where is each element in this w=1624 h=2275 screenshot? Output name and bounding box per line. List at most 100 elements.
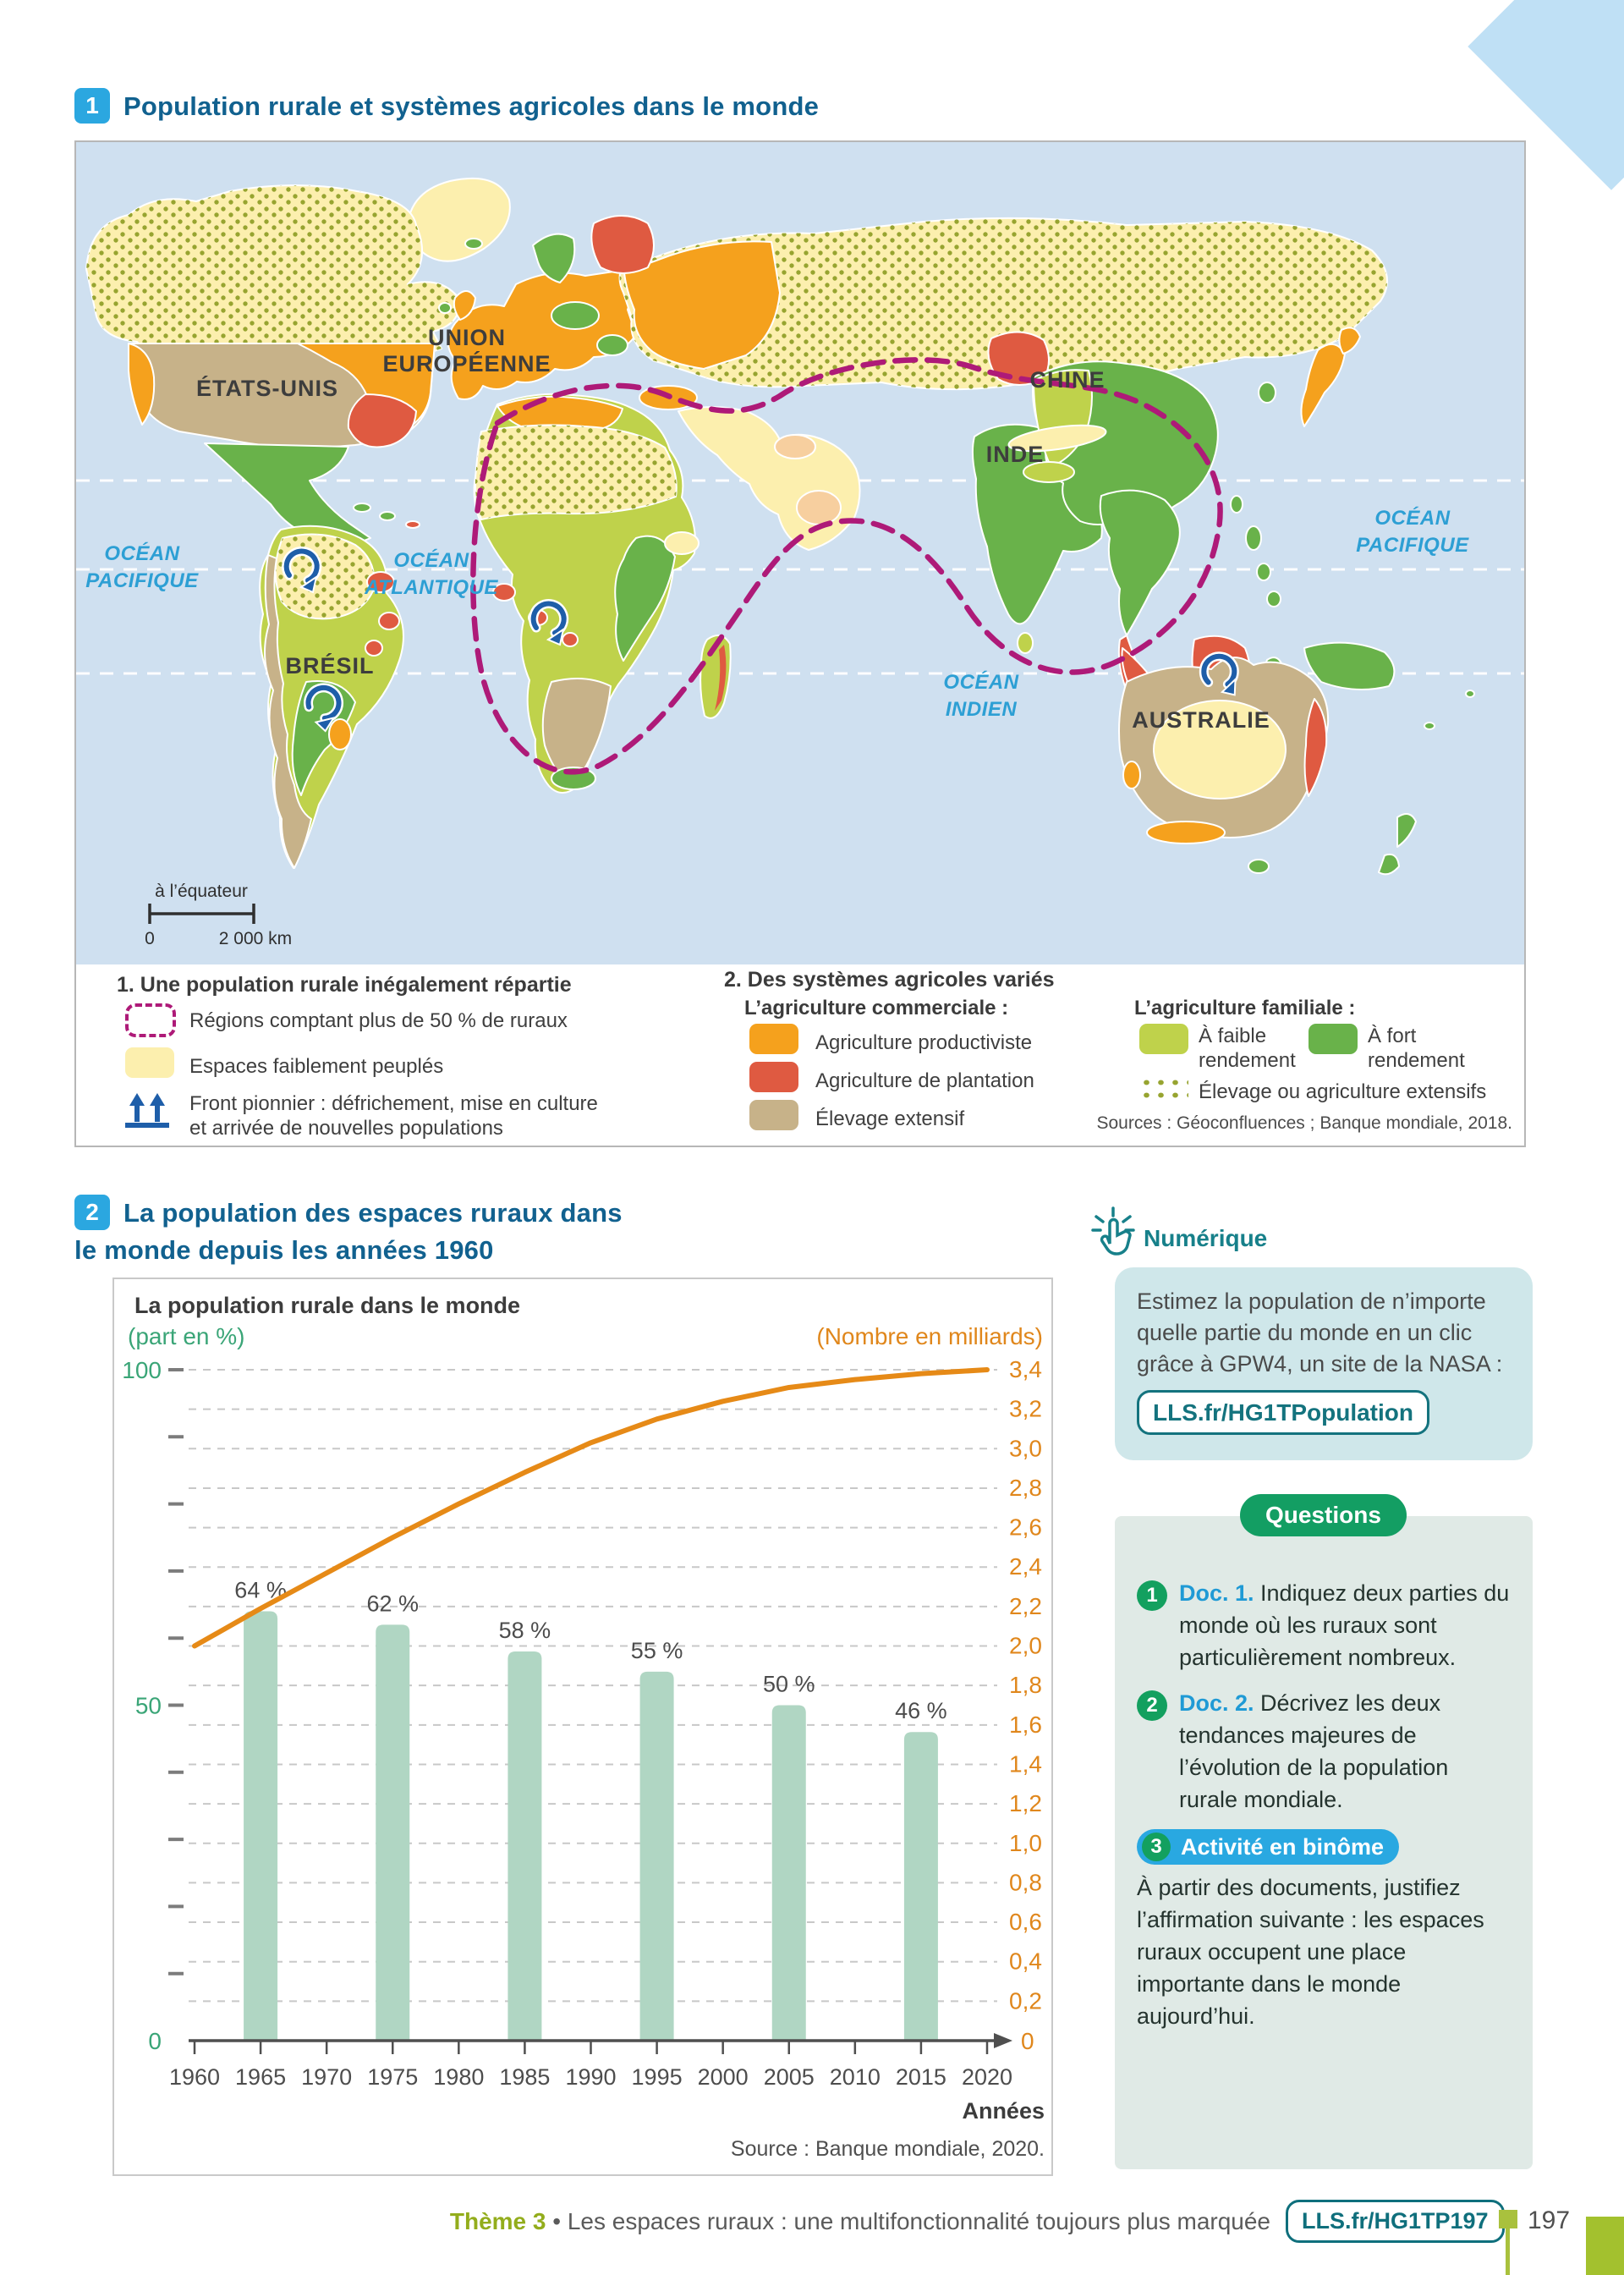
legend-item-productiviste: Agriculture productiviste (815, 1031, 1033, 1054)
map-label-pacifique-ouest: PACIFIQUE (85, 569, 199, 592)
map-rural-majority-outline (470, 357, 1223, 775)
legend-fort-line1: À fort (1368, 1025, 1417, 1047)
question-2-number: 2 (1137, 1690, 1167, 1721)
x-tick-1975: 1975 (367, 2064, 418, 2090)
map-scale-bar (148, 904, 255, 924)
svg-text:3,2: 3,2 (1009, 1396, 1042, 1422)
footer-separator: • (546, 2208, 568, 2234)
legend-faible-line2: rendement (1199, 1049, 1296, 1072)
map-region-southeast-asia (1099, 489, 1181, 636)
map-scale-distance: 2 000 km (219, 929, 292, 948)
legend-col2-subtitle: L’agriculture commerciale : (744, 997, 1009, 1019)
doc2-badge-number: 2 (85, 1199, 99, 1225)
x-tick-2005: 2005 (764, 2064, 815, 2090)
population-chart: 0,2 0,4 0,6 0,8 1,0 1,2 1,4 1,6 1,8 2,0 2,2 2,4 2,6 2… (122, 1356, 1045, 2161)
map-landmasses (85, 177, 1475, 876)
legend-item-elevage-extensif: Élevage extensif (815, 1107, 965, 1130)
footer-link-button[interactable]: LLS.fr/HG1TP197 (1286, 2200, 1505, 2243)
bar-label-1985: 58 % (499, 1618, 551, 1643)
svg-text:0,2: 0,2 (1009, 1987, 1042, 2014)
world-map-figure: ÉTATS-UNIS UNION EUROPÉENNE CHINE INDE B… (74, 140, 1526, 1147)
legend-item-fort-rendement: À fort rendement (1368, 1024, 1465, 1073)
svg-text:0,8: 0,8 (1009, 1869, 1042, 1895)
doc1-title: Population rurale et systèmes agricoles … (123, 91, 820, 121)
bar-label-2015: 46 % (895, 1698, 947, 1723)
rural-population-line (192, 1367, 990, 1649)
map-label-atlantique: ATLANTIQUE (364, 576, 498, 599)
doc2-title-line2: le monde depuis les années 1960 (74, 1235, 494, 1265)
x-axis-title: Années (962, 2098, 1045, 2124)
legend-swatch-rural-region (125, 1003, 176, 1037)
legend-swatch-faible-rendement (1139, 1024, 1188, 1054)
page-edge-tab (1586, 2217, 1624, 2275)
numerique-link-button[interactable]: LLS.fr/HG1TPopulation (1137, 1390, 1429, 1435)
bar-label-1975: 62 % (366, 1591, 419, 1616)
map-label-europeenne: EUROPÉENNE (382, 350, 551, 376)
svg-text:3,4: 3,4 (1009, 1356, 1042, 1382)
question-2-text: Doc. 2. Décrivez les deux tendances maje… (1179, 1687, 1511, 1816)
legend-item-plantation: Agriculture de plantation (815, 1069, 1034, 1092)
map-label-ocean-pacifique-ouest: OCÉAN (104, 541, 179, 565)
question-1-number: 1 (1137, 1580, 1167, 1611)
svg-text:0,4: 0,4 (1009, 1948, 1042, 1975)
x-tick-1990: 1990 (565, 2064, 616, 2090)
legend-item-front-pionnier-line2: et arrivée de nouvelles populations (189, 1117, 503, 1140)
legend-fort-line2: rendement (1368, 1049, 1465, 1072)
svg-text:1,8: 1,8 (1009, 1672, 1042, 1698)
question-2: 2 Doc. 2. Décrivez les deux tendances ma… (1137, 1687, 1511, 1816)
x-tick-1995: 1995 (632, 2064, 683, 2090)
world-map: ÉTATS-UNIS UNION EUROPÉENNE CHINE INDE B… (76, 142, 1524, 964)
doc2-badge: 2 (74, 1195, 110, 1230)
chart-right-axis-caption: (Nombre en milliards) (816, 1323, 1043, 1349)
svg-text:1,0: 1,0 (1009, 1830, 1042, 1856)
map-scale-caption: à l’équateur (155, 882, 248, 901)
numerique-box: Estimez la population de n’importe quell… (1115, 1267, 1533, 1460)
svg-text:1,4: 1,4 (1009, 1750, 1042, 1777)
svg-text:3,0: 3,0 (1009, 1435, 1042, 1461)
question-1-doc-ref: Doc. 1. (1179, 1580, 1254, 1606)
x-tick-2000: 2000 (698, 2064, 749, 2090)
map-scale-zero: 0 (145, 929, 155, 948)
bar-1995 (639, 1671, 674, 2041)
svg-text:0: 0 (148, 2028, 162, 2054)
map-label-australie: AUSTRALIE (1132, 707, 1270, 733)
legend-item-front-pionnier-line1: Front pionnier : défrichement, mise en c… (189, 1092, 598, 1115)
click-hand-icon (1091, 1206, 1135, 1256)
questions-box: 1 Doc. 1. Indiquez deux parties du monde… (1115, 1516, 1533, 2169)
x-tick-1980: 1980 (433, 2064, 484, 2090)
footer-breadcrumb: Thème 3 • Les espaces ruraux : une multi… (355, 2208, 1270, 2235)
svg-text:2,8: 2,8 (1009, 1475, 1042, 1501)
pioneer-front-legend-icon (125, 1093, 169, 1128)
chart-source: Source : Banque mondiale, 2020. (731, 2137, 1045, 2161)
svg-text:1,6: 1,6 (1009, 1712, 1042, 1738)
questions-heading-pill: Questions (1240, 1494, 1407, 1536)
svg-text:2,2: 2,2 (1009, 1593, 1042, 1619)
svg-text:100: 100 (122, 1357, 162, 1383)
legend-swatch-faiblement-peuples (125, 1047, 174, 1078)
legend-col1-title: 1. Une population rurale inégalement rép… (117, 973, 572, 997)
map-label-inde: INDE (986, 442, 1045, 467)
numerique-body: Estimez la population de n’importe quell… (1137, 1289, 1503, 1377)
x-tick-1965: 1965 (235, 2064, 286, 2090)
legend-swatch-elevage-extensif (749, 1100, 798, 1130)
legend-swatch-productiviste (749, 1024, 798, 1054)
legend-item-rural-region: Régions comptant plus de 50 % de ruraux (189, 1009, 568, 1032)
svg-text:50: 50 (135, 1693, 162, 1719)
map-region-greenland (406, 177, 511, 262)
legend-item-faible-rendement: À faible rendement (1199, 1024, 1296, 1073)
chart-left-axis-caption: (part en %) (128, 1323, 245, 1349)
bar-2005 (771, 1705, 806, 2041)
map-label-pacifique-est: PACIFIQUE (1356, 534, 1469, 557)
map-label-indien: INDIEN (946, 698, 1018, 721)
page-number: 197 (1528, 2206, 1571, 2234)
legend-swatch-fort-rendement (1309, 1024, 1358, 1054)
legend-faible-line1: À faible (1199, 1025, 1267, 1047)
map-label-etats-unis: ÉTATS-UNIS (196, 375, 338, 401)
question-1-body: Indiquez deux parties du monde où les ru… (1179, 1580, 1510, 1670)
legend-col2-title: 2. Des systèmes agricoles variés (724, 968, 1055, 992)
x-tick-2015: 2015 (896, 2064, 946, 2090)
svg-text:1,2: 1,2 (1009, 1790, 1042, 1816)
legend-item-extensifs: Élevage ou agriculture extensifs (1199, 1080, 1487, 1103)
svg-text:0,6: 0,6 (1009, 1909, 1042, 1935)
